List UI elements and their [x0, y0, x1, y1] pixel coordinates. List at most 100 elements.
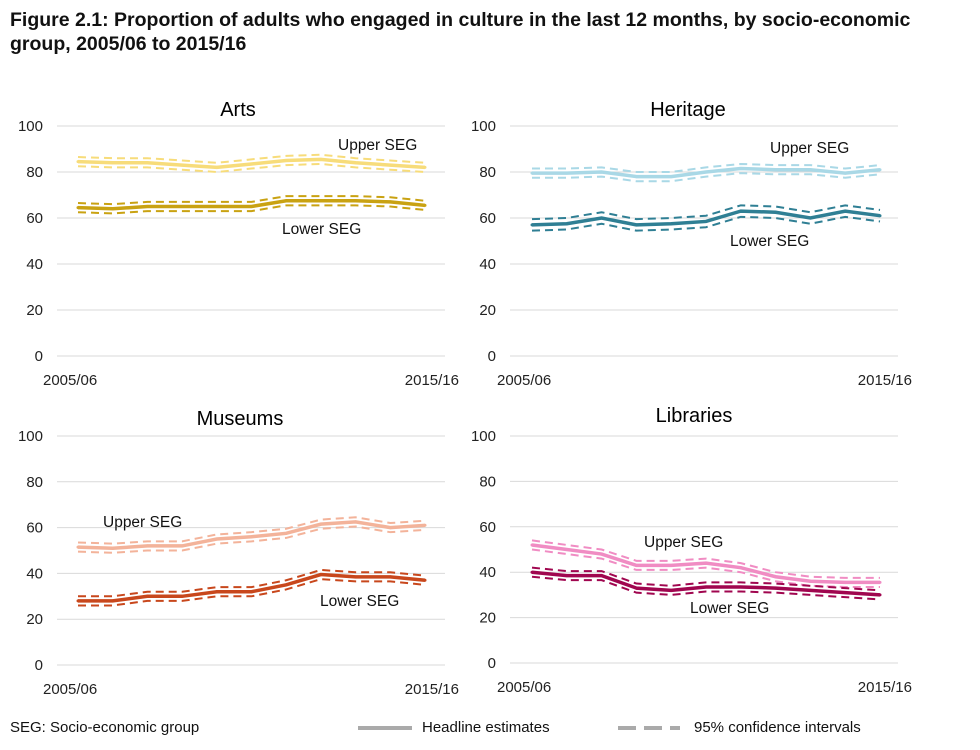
y-tick-label: 0: [488, 348, 496, 365]
data-point: [530, 223, 534, 227]
y-tick-label: 40: [26, 256, 43, 273]
data-point: [739, 167, 743, 171]
data-point: [215, 165, 219, 169]
data-point: [180, 594, 184, 598]
panel-title: Heritage: [650, 99, 726, 121]
data-point: [634, 586, 638, 590]
data-point: [354, 520, 358, 524]
data-point: [180, 205, 184, 208]
data-point: [878, 214, 882, 218]
data-point: [145, 205, 149, 208]
data-point: [843, 171, 847, 175]
y-tick-label: 60: [26, 520, 43, 537]
data-point: [704, 561, 708, 565]
data-point: [354, 575, 358, 579]
data-point: [145, 161, 149, 165]
y-tick-label: 20: [479, 302, 496, 319]
data-point: [215, 590, 219, 594]
data-point: [530, 570, 534, 574]
data-point: [111, 161, 115, 165]
data-point: [76, 545, 80, 549]
ci-upper-line: [531, 539, 880, 579]
data-point: [250, 162, 253, 166]
data-point: [145, 594, 149, 598]
data-point: [634, 563, 638, 567]
ci-lower-line: [77, 162, 426, 174]
ci-upper-line: [77, 516, 426, 545]
x-tick-label: 2005/06: [43, 372, 97, 389]
data-point: [388, 163, 392, 167]
data-point: [843, 209, 847, 213]
data-point: [250, 590, 253, 594]
data-point: [354, 199, 358, 203]
figure-title: Figure 2.1: Proportion of adults who eng…: [10, 9, 911, 55]
y-tick-label: 20: [26, 302, 43, 319]
y-tick-label: 60: [479, 210, 496, 227]
data-point: [739, 566, 743, 570]
data-point: [878, 593, 882, 597]
data-point: [180, 163, 184, 167]
data-point: [774, 168, 778, 172]
legend-ci: 95% confidence intervals: [694, 719, 861, 736]
data-point: [76, 160, 80, 164]
data-point: [250, 205, 253, 208]
x-tick-label: 2015/16: [405, 372, 459, 389]
data-point: [530, 543, 534, 547]
data-point: [530, 171, 534, 175]
data-point: [76, 599, 80, 603]
data-point: [808, 216, 812, 220]
data-point: [111, 207, 115, 211]
y-tick-label: 100: [18, 428, 43, 445]
panel-title: Museums: [197, 408, 284, 430]
data-point: [319, 573, 323, 577]
data-point: [565, 171, 569, 175]
y-tick-label: 0: [35, 657, 43, 674]
data-point: [180, 544, 184, 548]
x-tick-label: 2005/06: [497, 679, 551, 696]
series-label: Upper SEG: [644, 534, 723, 551]
data-point: [388, 575, 392, 579]
data-point: [669, 222, 673, 226]
data-point: [878, 580, 882, 584]
series-label: Upper SEG: [770, 140, 849, 157]
data-point: [704, 170, 708, 174]
x-tick-label: 2015/16: [405, 681, 459, 698]
data-point: [843, 580, 847, 584]
data-point: [250, 535, 253, 539]
series-label: Upper SEG: [103, 514, 182, 531]
ci-upper-line: [77, 195, 426, 206]
ci-lower-line: [77, 525, 426, 554]
data-point: [284, 531, 288, 535]
legend-headline: Headline estimates: [422, 719, 550, 736]
ci-lower-line: [531, 215, 881, 232]
data-point: [319, 157, 323, 161]
data-point: [423, 165, 427, 169]
y-tick-label: 100: [471, 118, 496, 135]
ci-upper-line: [531, 204, 881, 221]
panel-title: Libraries: [656, 405, 733, 427]
data-point: [669, 588, 673, 592]
data-point: [284, 199, 288, 203]
series-label: Upper SEG: [338, 137, 417, 154]
series-label: Lower SEG: [282, 221, 361, 238]
ci-lower-line: [531, 575, 881, 601]
data-point: [739, 209, 743, 213]
data-point: [76, 206, 80, 210]
data-point: [739, 585, 743, 589]
y-tick-label: 100: [18, 118, 43, 135]
data-point: [215, 537, 219, 541]
data-point: [423, 578, 427, 582]
y-tick-label: 20: [26, 611, 43, 628]
data-point: [319, 522, 323, 526]
ci-lower-line: [531, 548, 880, 588]
panel-title: Arts: [220, 99, 256, 121]
x-tick-label: 2005/06: [43, 681, 97, 698]
y-tick-label: 80: [479, 164, 496, 181]
ci-lower-line: [77, 204, 426, 215]
y-tick-label: 40: [479, 256, 496, 273]
data-point: [388, 200, 392, 204]
data-point: [808, 579, 812, 583]
ci-lower-line: [532, 172, 881, 183]
data-point: [284, 159, 288, 162]
data-point: [354, 161, 358, 165]
